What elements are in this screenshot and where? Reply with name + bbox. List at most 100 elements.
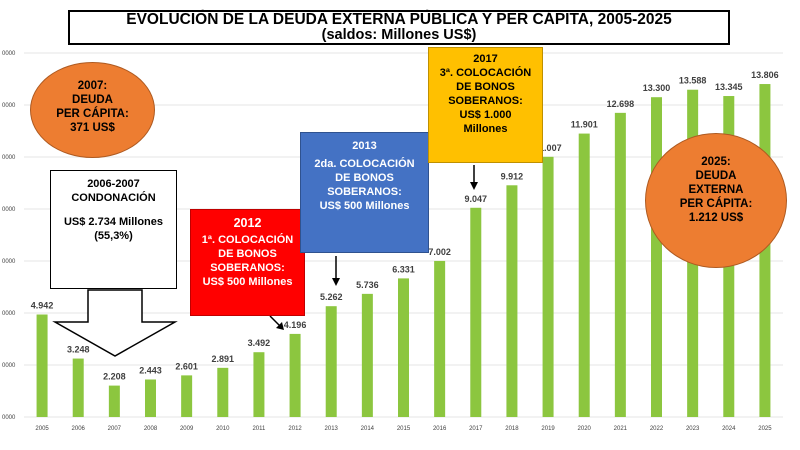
x-tick-label-2021: 2021 xyxy=(614,426,628,432)
x-tick-label-2012: 2012 xyxy=(288,426,302,432)
condonacion-box: 2006-2007 CONDONACIÓN US$ 2.734 Millones… xyxy=(50,170,177,289)
bubble-2007-line: 371 US$ xyxy=(70,122,115,134)
bar-2012 xyxy=(289,333,301,417)
value-label-2015: 6.331 xyxy=(392,264,415,274)
box-2017-line: Millones xyxy=(463,123,508,135)
box-2017-line: US$ 1.000 xyxy=(459,109,512,121)
x-tick-label-2009: 2009 xyxy=(180,426,194,432)
bubble-2007-line: PER CÁPITA: xyxy=(56,108,129,120)
bar-2008 xyxy=(145,379,156,417)
value-label-2009: 2.601 xyxy=(175,361,198,371)
y-tick-label: 0000 xyxy=(2,259,16,265)
value-label-2016: 7.002 xyxy=(428,247,451,257)
box-2013-line: 2013 xyxy=(352,140,377,152)
y-tick-label: 0000 xyxy=(2,415,16,421)
value-label-2008: 2.443 xyxy=(139,365,162,375)
bubble-2025-line: EXTERNA xyxy=(688,184,744,196)
value-label-2017: 9.047 xyxy=(465,194,488,204)
x-tick-label-2015: 2015 xyxy=(397,426,411,432)
bubble-2025-line: PER CÁPITA: xyxy=(679,198,753,210)
value-label-2014: 5.736 xyxy=(356,280,379,290)
x-tick-label-2008: 2008 xyxy=(144,426,158,432)
value-label-2024: 13.345 xyxy=(715,82,743,92)
value-label-2020: 11.901 xyxy=(571,120,598,130)
value-label-2007: 2.208 xyxy=(103,372,126,382)
bar-value-labels: 4.942 3.248 2.208 2.443 2.601 2.891 3.492 4.196… xyxy=(31,70,779,382)
bar-2013 xyxy=(325,306,337,417)
bar-2009 xyxy=(181,375,193,417)
x-tick-label-2011: 2011 xyxy=(252,426,266,432)
box-2012-line: 1ª. COLOCACIÓN xyxy=(201,234,294,246)
value-label-2010: 2.891 xyxy=(212,354,235,364)
bar-2017 xyxy=(470,207,482,417)
bubble-2025-per-capita: 2025: DEUDA EXTERNA PER CÁPITA: 1.212 US… xyxy=(645,133,787,268)
box-2013-line: 2da. COLOCACIÓN xyxy=(314,158,415,170)
condonacion-line: 2006-2007 xyxy=(87,178,140,190)
bar-2011 xyxy=(253,352,265,417)
x-tick-label-2007: 2007 xyxy=(108,426,122,432)
y-tick-label: 0000 xyxy=(2,311,16,317)
condonacion-line: (55,3%) xyxy=(94,230,133,242)
value-label-2019: 11.007 xyxy=(535,143,562,153)
y-tick-label: 0000 xyxy=(2,363,16,369)
box-2017-line: 2017 xyxy=(473,53,498,65)
x-tick-label-2025: 2025 xyxy=(758,426,772,432)
value-label-2018: 9.912 xyxy=(501,171,524,181)
x-tick-label-2020: 2020 xyxy=(578,426,592,432)
value-label-2022: 13.300 xyxy=(643,83,671,93)
value-label-2006: 3.248 xyxy=(67,345,90,355)
x-tick-label-2016: 2016 xyxy=(433,426,447,432)
bubble-2007-per-capita: 2007: DEUDA PER CÁPITA: 371 US$ xyxy=(30,62,155,158)
x-tick-label-2023: 2023 xyxy=(686,426,700,432)
condonacion-line: CONDONACIÓN xyxy=(71,192,156,204)
bubble-2007-line: DEUDA xyxy=(72,94,113,106)
bar-2007 xyxy=(108,385,120,417)
arrow-2013 xyxy=(332,256,340,286)
x-tick-label-2006: 2006 xyxy=(72,426,86,432)
arrow-2017 xyxy=(470,165,478,190)
bar-2022 xyxy=(651,97,662,417)
x-tick-label-2014: 2014 xyxy=(361,426,375,432)
bar-2010 xyxy=(217,367,229,417)
box-2012-bonds: 2012 1ª. COLOCACIÓN DE BONOS SOBERANOS: … xyxy=(190,209,305,316)
value-label-2023: 13.588 xyxy=(679,76,707,86)
x-tick-label-2018: 2018 xyxy=(505,426,519,432)
bars xyxy=(36,84,771,418)
bubble-2025-line: DEUDA xyxy=(695,170,737,182)
box-2013-bonds: 2013 2da. COLOCACIÓN DE BONOS SOBERANOS:… xyxy=(300,132,429,253)
box-2017-line: 3ª. COLOCACIÓN xyxy=(439,67,532,79)
box-2012-line: SOBERANOS: xyxy=(210,262,285,274)
chart-subtitle: (saldos: Millones US$) xyxy=(321,27,477,43)
y-tick-label: 0000 xyxy=(2,51,16,57)
value-label-2011: 3.492 xyxy=(248,338,271,348)
arrow-2012 xyxy=(269,315,284,330)
x-tick-label-2005: 2005 xyxy=(35,426,49,432)
chart-title: EVOLUCIÓN DE LA DEUDA EXTERNA PÚBLICA Y … xyxy=(126,11,672,28)
bar-2016 xyxy=(434,260,446,417)
y-tick-label: 0000 xyxy=(2,155,16,161)
bar-2021 xyxy=(614,112,626,418)
box-2013-line: DE BONOS xyxy=(335,172,394,184)
condonacion-down-arrow xyxy=(52,289,178,357)
chart-title-box: EVOLUCIÓN DE LA DEUDA EXTERNA PÚBLICA Y … xyxy=(68,10,730,45)
value-label-2025: 13.806 xyxy=(751,70,779,80)
box-2017-line: DE BONOS xyxy=(456,81,515,93)
box-2012-line: 2012 xyxy=(233,216,262,230)
box-2012-line: DE BONOS xyxy=(218,248,277,260)
value-label-2021: 12.698 xyxy=(607,99,635,109)
y-axis-ticks: 0000 0000 0000 0000 0000 0000 0000 0000 xyxy=(2,51,16,421)
box-2013-line: US$ 500 Millones xyxy=(319,200,410,212)
x-axis-labels: 2005 2006 2007 2008 2009 2010 2011 2012 2013 2014… xyxy=(35,426,772,432)
condonacion-line: US$ 2.734 Millones xyxy=(63,216,164,228)
bar-2018 xyxy=(506,185,518,417)
x-tick-label-2017: 2017 xyxy=(469,426,483,432)
bar-2015 xyxy=(398,278,409,417)
box-2012-line: US$ 500 Millones xyxy=(202,276,293,288)
bar-2014 xyxy=(361,293,373,417)
x-tick-label-2024: 2024 xyxy=(722,426,736,432)
x-tick-label-2013: 2013 xyxy=(325,426,339,432)
bubble-2025-line: 2025: xyxy=(701,156,731,168)
bar-2005 xyxy=(36,314,48,417)
bar-2006 xyxy=(72,358,84,417)
